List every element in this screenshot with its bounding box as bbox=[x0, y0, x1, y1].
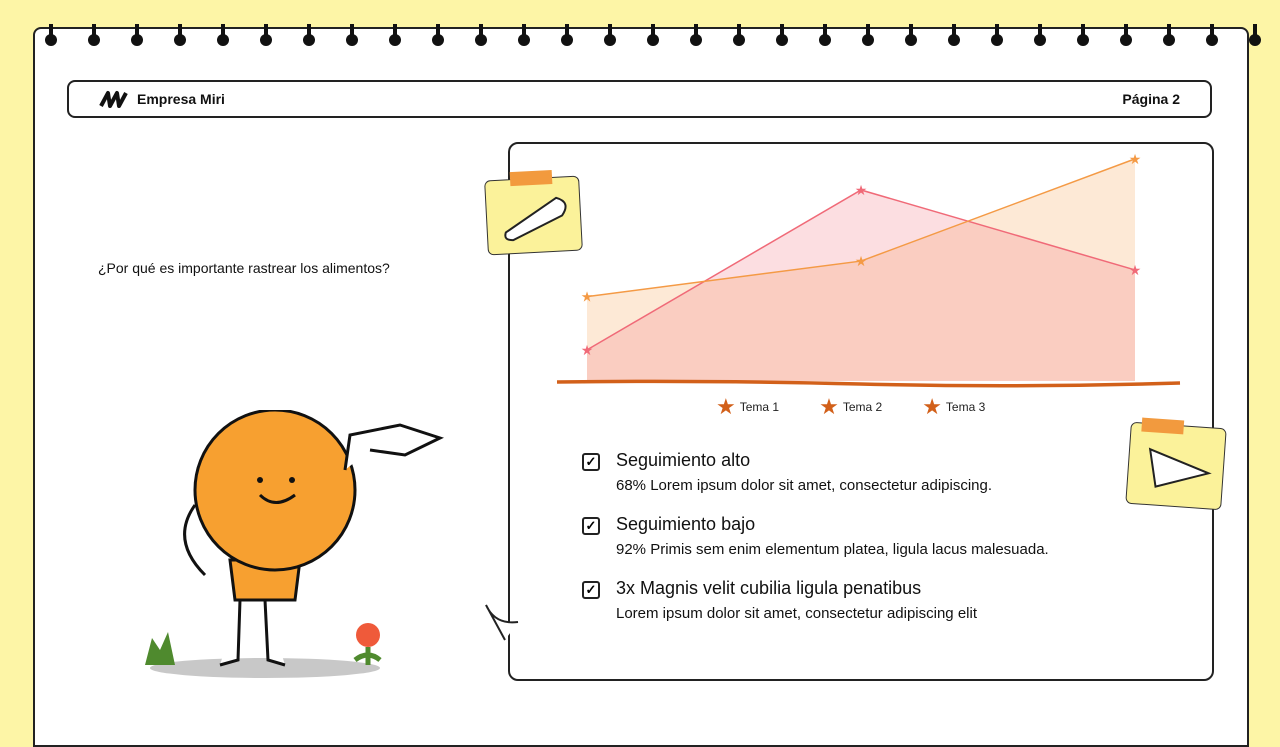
binding-ring bbox=[45, 24, 57, 46]
binding-ring bbox=[1206, 24, 1218, 46]
binding-ring bbox=[346, 24, 358, 46]
chart-legend: ★ Tema 1 ★ Tema 2 ★ Tema 3 bbox=[716, 396, 985, 418]
checklist-item: ✓ Seguimiento alto 68% Lorem ipsum dolor … bbox=[582, 450, 1049, 494]
item-description: Lorem ipsum dolor sit amet, consectetur … bbox=[616, 605, 977, 622]
series-area bbox=[587, 158, 1135, 381]
binding-ring bbox=[518, 24, 530, 46]
area-chart: ★ ★ ★ ★ ★ ★ bbox=[485, 151, 1181, 641]
croissant-icon bbox=[504, 196, 567, 242]
checkbox-checked[interactable]: ✓ bbox=[582, 517, 600, 535]
brand: Empresa Miri bbox=[99, 90, 225, 108]
item-title: Seguimiento alto bbox=[616, 450, 751, 470]
data-point-star: ★ bbox=[1129, 262, 1142, 278]
brand-name: Empresa Miri bbox=[137, 91, 225, 107]
binding-ring bbox=[1120, 24, 1132, 46]
chart-card bbox=[508, 142, 1214, 681]
binding-ring bbox=[432, 24, 444, 46]
pizza-icon bbox=[1148, 447, 1212, 488]
binding-ring bbox=[1163, 24, 1175, 46]
item-title: Seguimiento bajo bbox=[616, 514, 756, 534]
question-text: ¿Por qué es importante rastrear los alim… bbox=[98, 260, 390, 276]
binding-ring bbox=[991, 24, 1003, 46]
data-point-star: ★ bbox=[855, 253, 868, 269]
binding-ring bbox=[1249, 24, 1261, 46]
pizza-sticky-note bbox=[1125, 417, 1227, 511]
data-point-star: ★ bbox=[855, 182, 868, 198]
binding-ring bbox=[819, 24, 831, 46]
binding-ring bbox=[561, 24, 573, 46]
checkbox-checked[interactable]: ✓ bbox=[582, 453, 600, 471]
binding-ring bbox=[948, 24, 960, 46]
series-area bbox=[587, 189, 1135, 381]
binding-ring bbox=[88, 24, 100, 46]
checklist-item: ✓ Seguimiento bajo 92% Primis sem enim el… bbox=[582, 514, 1049, 558]
data-point-star: ★ bbox=[581, 342, 594, 358]
star-icon: ★ bbox=[922, 394, 942, 419]
legend-label: Tema 1 bbox=[739, 400, 780, 414]
legend-item: ★ Tema 3 bbox=[922, 396, 985, 418]
series-line bbox=[586, 189, 1136, 351]
checklist-item: ✓ 3x Magnis velit cubilia ligula penatib… bbox=[582, 578, 1049, 622]
page-number: Página 2 bbox=[1122, 91, 1180, 107]
item-description: 68% Lorem ipsum dolor sit amet, consecte… bbox=[616, 477, 993, 494]
logo-icon bbox=[99, 91, 128, 108]
item-description: 92% Primis sem enim elementum platea, li… bbox=[616, 541, 1049, 558]
spiral-binding bbox=[33, 24, 1261, 54]
binding-ring bbox=[733, 24, 745, 46]
binding-ring bbox=[389, 24, 401, 46]
legend-item: ★ Tema 2 bbox=[819, 396, 882, 418]
legend-item: ★ Tema 1 bbox=[716, 396, 779, 418]
lightbulb-character-illustration bbox=[145, 410, 445, 678]
binding-ring bbox=[217, 24, 229, 46]
x-axis-line bbox=[556, 379, 1181, 388]
binding-ring bbox=[1034, 24, 1046, 46]
header-bar: Empresa Miri Página 2 bbox=[67, 80, 1212, 118]
checklist: ✓ Seguimiento alto 68% Lorem ipsum dolor … bbox=[582, 450, 1049, 642]
binding-ring bbox=[647, 24, 659, 46]
binding-ring bbox=[690, 24, 702, 46]
legend-label: Tema 3 bbox=[945, 400, 986, 414]
checkbox-checked[interactable]: ✓ bbox=[582, 581, 600, 599]
star-icon: ★ bbox=[819, 394, 839, 419]
series-line bbox=[586, 158, 1136, 298]
binding-ring bbox=[905, 24, 917, 46]
croissant-sticky-note bbox=[484, 169, 583, 256]
binding-ring bbox=[1077, 24, 1089, 46]
binding-ring bbox=[174, 24, 186, 46]
item-title: 3x Magnis velit cubilia ligula penatibus bbox=[616, 578, 922, 598]
binding-ring bbox=[131, 24, 143, 46]
speech-bubble-tail bbox=[485, 604, 519, 641]
star-icon: ★ bbox=[716, 394, 736, 419]
binding-ring bbox=[862, 24, 874, 46]
binding-ring bbox=[260, 24, 272, 46]
binding-ring bbox=[776, 24, 788, 46]
data-point-star: ★ bbox=[581, 289, 594, 305]
binding-ring bbox=[303, 24, 315, 46]
legend-label: Tema 2 bbox=[842, 400, 883, 414]
data-point-star: ★ bbox=[1129, 151, 1142, 167]
binding-ring bbox=[604, 24, 616, 46]
binding-ring bbox=[475, 24, 487, 46]
